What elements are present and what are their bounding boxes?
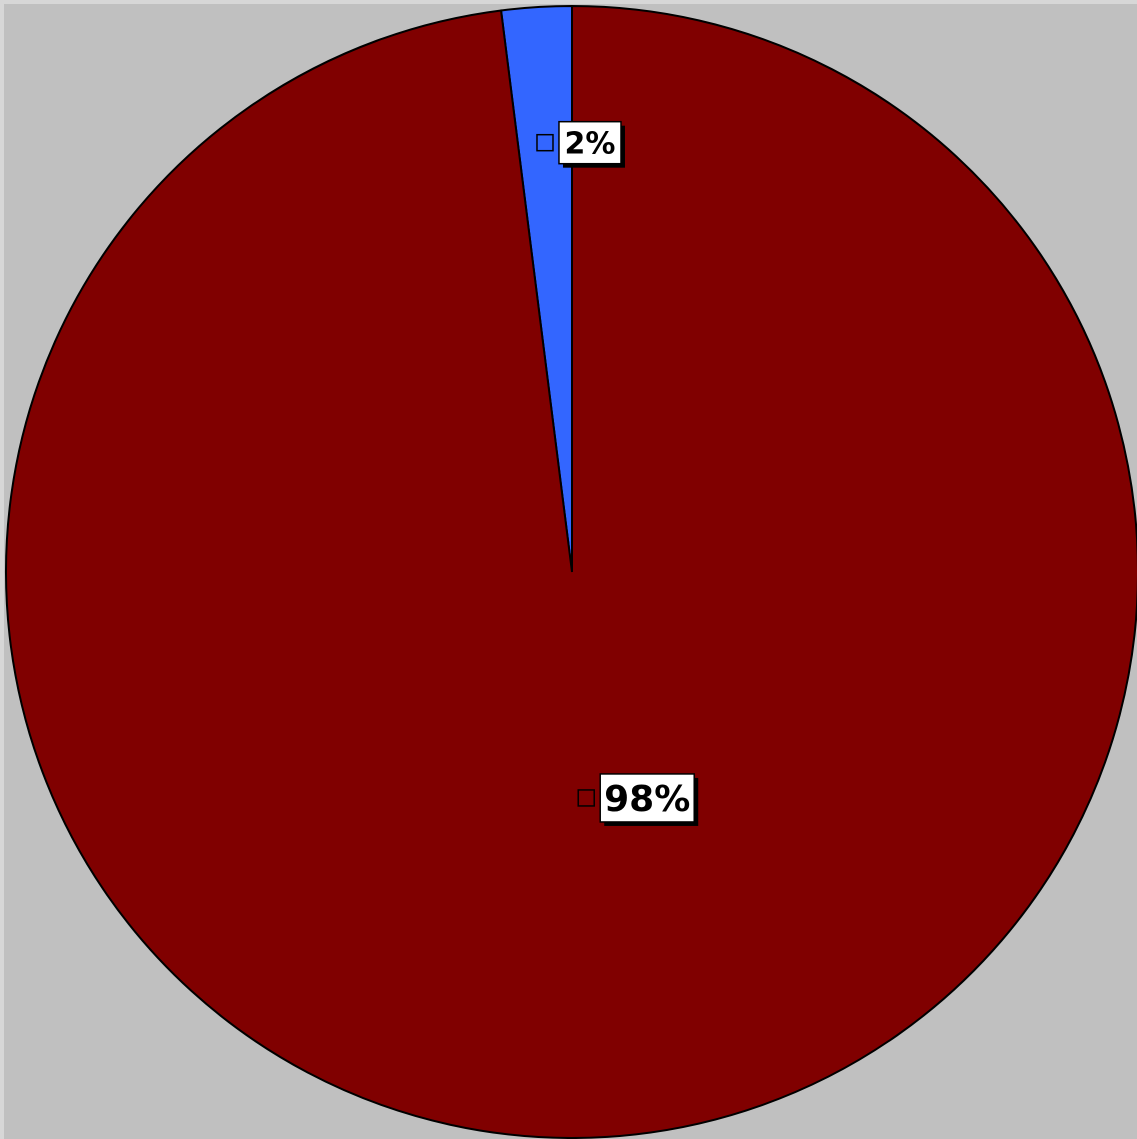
pie-chart: 2% 98%: [5, 4, 1137, 1139]
slice-data-label: 98%: [604, 779, 690, 820]
data-label-group: 98%: [577, 773, 699, 826]
pie-slice: [5, 4, 1137, 1139]
legend-key: [536, 133, 554, 152]
data-label-group: 2%: [536, 120, 625, 168]
slice-data-label: 2%: [565, 126, 616, 161]
chart-plot-area: 2% 98%: [4, 4, 1137, 1139]
legend-key: [577, 789, 595, 807]
label-box: [558, 120, 622, 165]
label-box: [599, 773, 695, 823]
